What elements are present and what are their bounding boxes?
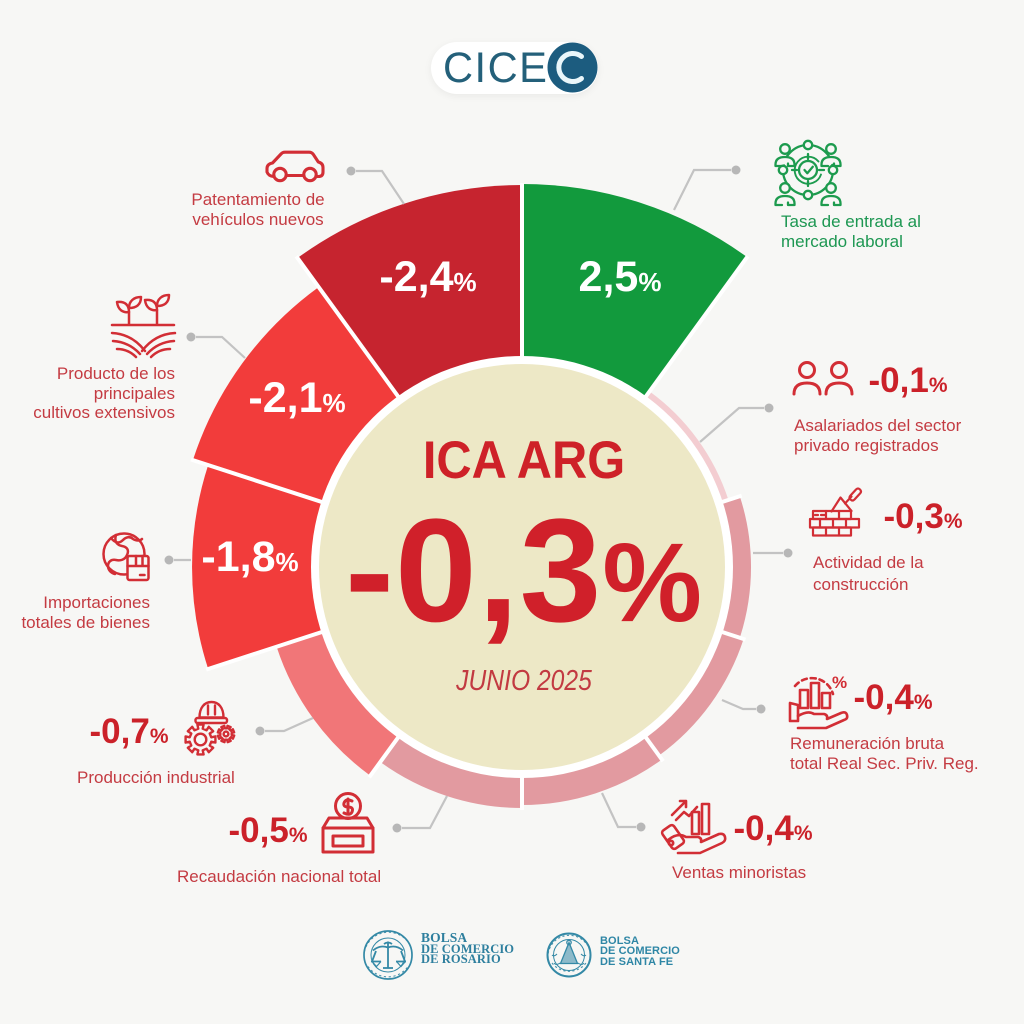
svg-text:%: % (832, 673, 847, 692)
